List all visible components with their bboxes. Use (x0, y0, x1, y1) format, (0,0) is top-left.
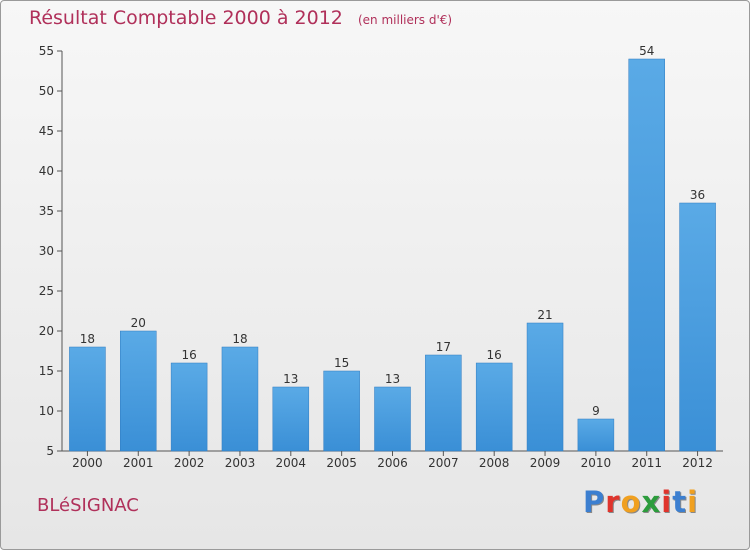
chart-unit-note: (en milliers d'€) (357, 13, 453, 27)
bar (475, 362, 513, 452)
x-tick-label: 2009 (530, 456, 561, 470)
bar-value-label: 9 (592, 404, 600, 418)
bar (120, 330, 157, 452)
x-tick-label: 2011 (631, 456, 662, 470)
x-tick-label: 2006 (377, 456, 408, 470)
bar-value-label: 20 (131, 316, 146, 330)
proxiti-logo: Proxiti (583, 485, 698, 519)
bar-value-label: 16 (487, 348, 502, 362)
bar-value-label: 54 (639, 44, 654, 58)
bar-value-label: 18 (80, 332, 95, 346)
bar (679, 202, 716, 452)
bar (69, 346, 106, 452)
bar-value-label: 36 (690, 188, 705, 202)
y-tick-label: 5 (46, 444, 54, 458)
y-tick-label: 50 (39, 84, 54, 98)
logo-letter: i (687, 485, 699, 519)
bar-value-label: 16 (181, 348, 196, 362)
bar-value-label: 13 (385, 372, 400, 386)
bar (374, 386, 411, 452)
bar (323, 370, 360, 452)
x-tick-label: 2005 (326, 456, 357, 470)
logo-letter: t (672, 485, 688, 519)
x-tick-label: 2003 (225, 456, 256, 470)
y-tick-label: 20 (39, 324, 54, 338)
x-tick-label: 2008 (479, 456, 510, 470)
bar (170, 362, 208, 452)
bar (272, 386, 310, 452)
x-tick-label: 2004 (276, 456, 307, 470)
chart-title: Résultat Comptable 2000 à 2012 (29, 7, 343, 29)
y-tick-label: 15 (39, 364, 54, 378)
y-tick-label: 10 (39, 404, 54, 418)
y-tick-label: 55 (39, 44, 54, 58)
y-tick-label: 30 (39, 244, 54, 258)
x-tick-label: 2002 (174, 456, 205, 470)
y-tick-label: 40 (39, 164, 54, 178)
title-block: Résultat Comptable 2000 à 2012 (en milli… (29, 7, 452, 29)
place-name: BLéSIGNAC (37, 495, 139, 516)
bar (221, 346, 259, 452)
x-tick-label: 2000 (72, 456, 103, 470)
bar-value-label: 13 (283, 372, 298, 386)
bar (628, 58, 665, 452)
y-tick-label: 45 (39, 124, 54, 138)
bar-value-label: 17 (436, 340, 451, 354)
bar-value-label: 21 (537, 308, 552, 322)
bar-value-label: 15 (334, 356, 349, 370)
y-tick-label: 35 (39, 204, 54, 218)
logo-letter: i (661, 485, 673, 519)
bar (425, 354, 462, 452)
bar-value-label: 18 (232, 332, 247, 346)
x-tick-label: 2001 (123, 456, 154, 470)
logo-letter: o (620, 485, 642, 519)
bar (577, 418, 615, 452)
y-tick-label: 25 (39, 284, 54, 298)
x-tick-label: 2012 (682, 456, 713, 470)
logo-letter: x (641, 485, 662, 519)
bar (526, 322, 564, 452)
x-tick-label: 2010 (581, 456, 612, 470)
logo-letter: r (605, 485, 621, 519)
x-tick-label: 2007 (428, 456, 459, 470)
logo-letter: P (583, 485, 606, 519)
